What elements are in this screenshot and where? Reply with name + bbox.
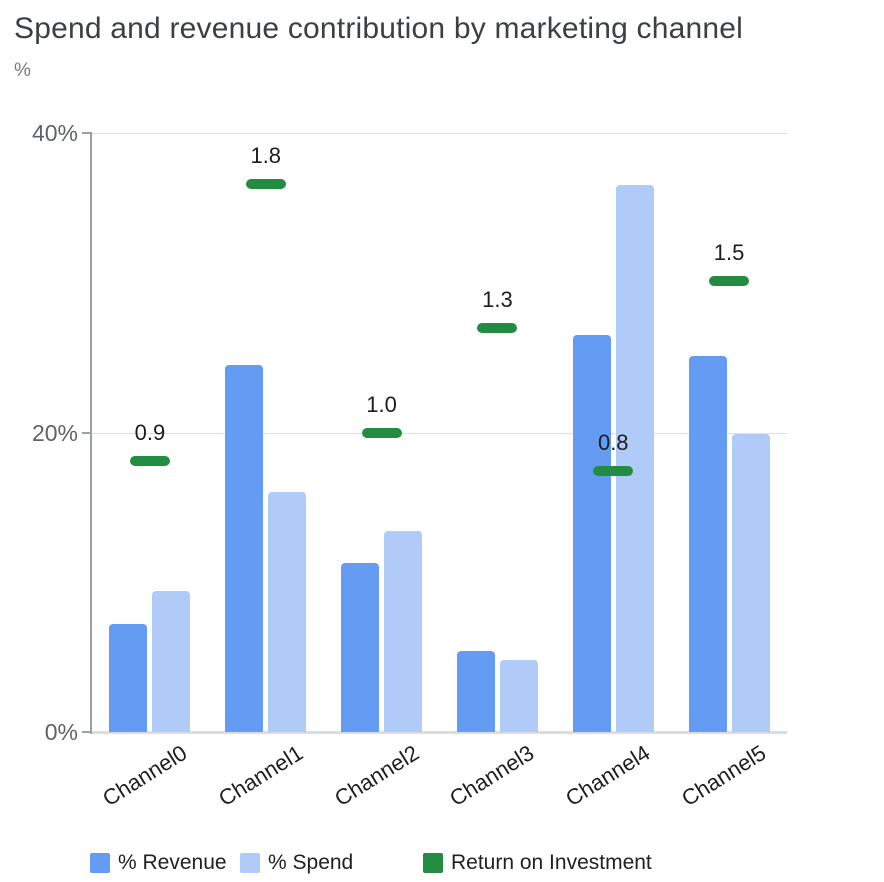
roi-marker-channel0[interactable] xyxy=(129,455,170,466)
roi-marker-channel3[interactable] xyxy=(477,322,518,333)
roi-value-label: 1.3 xyxy=(482,286,513,312)
x-axis-baseline xyxy=(92,731,787,734)
gridline-20% xyxy=(92,432,787,434)
roi-marker-channel5[interactable] xyxy=(709,276,750,287)
roi-value-label: 0.8 xyxy=(597,430,629,456)
y-axis-tick xyxy=(82,731,92,733)
y-axis-tick xyxy=(82,132,92,134)
bar-spend-channel1[interactable] xyxy=(268,492,307,732)
roi-value-label: 1.0 xyxy=(366,391,397,417)
chart-legend: % Revenue % Spend Return on Investment xyxy=(0,851,884,877)
revenue-series-swatch xyxy=(90,853,110,873)
bar-spend-channel5[interactable] xyxy=(731,433,770,732)
bar-revenue-channel3[interactable] xyxy=(456,651,495,732)
roi-marker-channel2[interactable] xyxy=(361,427,402,438)
bar-revenue-channel5[interactable] xyxy=(688,356,727,732)
legend-label-roi: Return on Investment xyxy=(451,851,652,874)
legend-label-revenue: % Revenue xyxy=(118,851,227,874)
roi-value-label: 0.9 xyxy=(134,419,166,445)
chart-title: Spend and revenue contribution by market… xyxy=(14,12,744,45)
legend-label-spend: % Spend xyxy=(268,851,354,874)
bar-revenue-channel0[interactable] xyxy=(109,624,148,732)
legend-item-revenue: % Revenue xyxy=(90,851,227,875)
roi-marker-channel1[interactable] xyxy=(245,178,286,189)
bar-revenue-channel1[interactable] xyxy=(225,365,264,732)
y-axis-label: 40% xyxy=(31,120,78,146)
legend-item-spend: % Spend xyxy=(240,851,353,875)
bar-spend-channel2[interactable] xyxy=(384,531,423,732)
legend-item-roi: Return on Investment xyxy=(423,851,652,875)
bar-spend-channel4[interactable] xyxy=(615,185,654,732)
y-axis-label: 0% xyxy=(44,719,78,745)
roi-value-label: 1.8 xyxy=(250,142,282,168)
chart-unit-label: % xyxy=(14,60,31,81)
bar-spend-channel0[interactable] xyxy=(152,591,191,732)
roi-value-label: 1.5 xyxy=(713,240,745,266)
bar-revenue-channel4[interactable] xyxy=(572,335,611,732)
roi-series-swatch xyxy=(423,853,443,873)
roi-marker-channel4[interactable] xyxy=(593,466,634,477)
y-axis-label: 20% xyxy=(31,419,78,446)
gridline-40% xyxy=(92,133,787,134)
spend-series-swatch xyxy=(240,853,260,873)
y-axis-tick xyxy=(82,431,92,434)
bar-revenue-channel2[interactable] xyxy=(341,562,380,732)
bar-spend-channel3[interactable] xyxy=(499,660,538,732)
y-axis-line xyxy=(90,133,92,734)
